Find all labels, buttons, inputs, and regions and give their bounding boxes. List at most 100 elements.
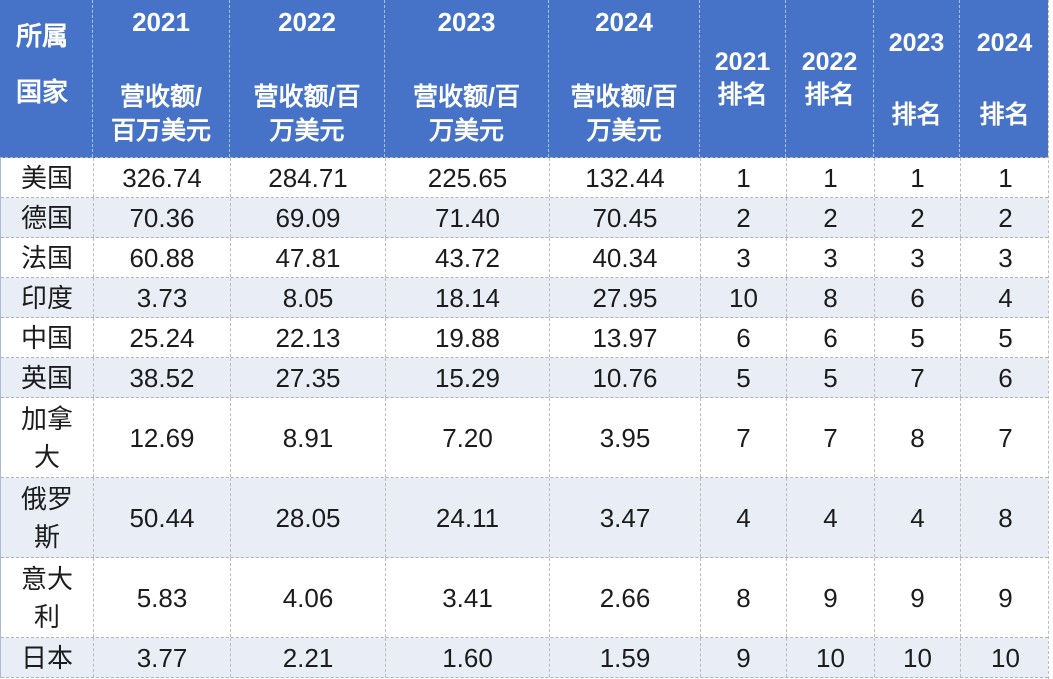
rank-cell: 9	[998, 582, 1013, 613]
header-rank-2024-label: 排名	[979, 100, 1030, 129]
header-rank-2022: 2022 排名	[786, 0, 874, 157]
rank-cell: 8	[875, 398, 961, 477]
rank-cell: 2	[787, 198, 875, 237]
revenue-cell: 38.52	[94, 358, 231, 397]
revenue-cell: 47.81	[231, 238, 386, 277]
rank-cell: 1	[787, 158, 875, 197]
revenue-cell: 8.05	[231, 278, 386, 317]
rank-cell: 7	[787, 398, 875, 477]
revenue-cell: 15.29	[386, 358, 550, 397]
rank-cell: 10	[991, 642, 1020, 673]
header-rank-2021-year: 2021	[714, 48, 771, 76]
revenue-cell: 70.36	[94, 198, 231, 237]
revenue-cell: 7.20	[386, 398, 550, 477]
table-row: 中国 25.24 22.13 19.88 13.97 6 6 5 5	[1, 318, 1048, 358]
rank-cell: 4	[875, 478, 961, 557]
revenue-cell: 13.97	[550, 318, 701, 357]
table-row: 加拿 大 12.69 8.91 7.20 3.95 7 7 8 7	[1, 398, 1048, 478]
revenue-cell: 3.77	[94, 638, 231, 677]
rank-cell: 10	[875, 638, 961, 677]
table-row: 印度 3.73 8.05 18.14 27.95 10 8 6 4	[1, 278, 1048, 318]
header-revenue-2024: 2024 营收额/百 万美元	[549, 0, 700, 157]
header-revenue-2024-year: 2024	[595, 7, 653, 37]
revenue-cell: 69.09	[231, 198, 386, 237]
header-rank-2024-year: 2024	[976, 28, 1033, 57]
rank-cell: 9	[701, 638, 787, 677]
revenue-cell: 3.47	[550, 478, 701, 557]
country-cell: 英国	[1, 358, 94, 397]
rank-cell: 1	[998, 162, 1013, 193]
rank-cell: 5	[787, 358, 875, 397]
revenue-cell: 22.13	[231, 318, 386, 357]
revenue-cell: 27.35	[231, 358, 386, 397]
header-rank-2024: 2024 排名	[960, 0, 1049, 157]
rank-cell: 7	[875, 358, 961, 397]
revenue-cell: 1.59	[550, 638, 701, 677]
country-cell: 意大 利	[1, 558, 94, 637]
revenue-cell: 18.14	[386, 278, 550, 317]
rank-cell: 2	[875, 198, 961, 237]
table-row: 意大 利 5.83 4.06 3.41 2.66 8 9 9 9	[1, 558, 1048, 638]
rank-cell: 9	[875, 558, 961, 637]
rank-cell: 6	[875, 278, 961, 317]
revenue-cell: 8.91	[231, 398, 386, 477]
header-revenue-2021: 2021 营收额/ 百万美元	[93, 0, 230, 157]
revenue-cell: 25.24	[94, 318, 231, 357]
rank-cell: 1	[701, 158, 787, 197]
header-revenue-2023-year: 2023	[437, 7, 496, 37]
rank-cell: 3	[875, 238, 961, 277]
rank-cell: 6	[998, 362, 1013, 393]
revenue-cell: 70.45	[550, 198, 701, 237]
revenue-cell: 326.74	[94, 158, 231, 197]
revenue-cell: 1.60	[386, 638, 550, 677]
table-row: 日本 3.77 2.21 1.60 1.59 9 10 10 10	[1, 638, 1048, 678]
header-revenue-2022-year: 2022	[278, 7, 336, 37]
country-cell: 俄罗 斯	[1, 478, 94, 557]
country-cell: 美国	[1, 158, 94, 197]
header-revenue-2022: 2022 营收额/百 万美元	[230, 0, 385, 157]
rank-cell: 4	[701, 478, 787, 557]
table-row: 英国 38.52 27.35 15.29 10.76 5 5 7 6	[1, 358, 1048, 398]
table-row: 法国 60.88 47.81 43.72 40.34 3 3 3 3	[1, 238, 1048, 278]
header-rank-2023: 2023 排名	[874, 0, 960, 157]
header-revenue-2024-unit: 营收额/百 万美元	[570, 83, 678, 145]
header-revenue-2021-year: 2021	[132, 7, 190, 37]
header-revenue-2023-unit: 营收额/百 万美元	[413, 83, 520, 145]
country-cell: 日本	[1, 638, 94, 677]
revenue-cell: 2.66	[550, 558, 701, 637]
revenue-cell: 24.11	[386, 478, 550, 557]
revenue-cell: 4.06	[231, 558, 386, 637]
header-country: 所属 国家	[0, 0, 93, 157]
revenue-cell: 27.95	[550, 278, 701, 317]
header-revenue-2021-unit: 营收额/ 百万美元	[110, 83, 211, 145]
country-cell: 法国	[1, 238, 94, 277]
revenue-cell: 60.88	[94, 238, 231, 277]
rank-cell: 7	[701, 398, 787, 477]
table-row: 美国 326.74 284.71 225.65 132.44 1 1 1 1	[1, 158, 1048, 198]
revenue-cell: 43.72	[386, 238, 550, 277]
table-row: 俄罗 斯 50.44 28.05 24.11 3.47 4 4 4 8	[1, 478, 1048, 558]
header-rank-2021: 2021 排名	[700, 0, 786, 157]
header-rank-2021-label: 排名	[717, 81, 768, 109]
country-cell: 中国	[1, 318, 94, 357]
header-revenue-2022-unit: 营收额/百 万美元	[253, 83, 361, 145]
revenue-cell: 3.73	[94, 278, 231, 317]
header-rank-2023-year: 2023	[888, 28, 945, 57]
header-rank-2022-label: 排名	[804, 81, 855, 109]
revenue-cell: 3.41	[386, 558, 550, 637]
rank-cell: 7	[998, 422, 1013, 453]
revenue-cell: 50.44	[94, 478, 231, 557]
rank-cell: 10	[701, 278, 787, 317]
revenue-cell: 225.65	[386, 158, 550, 197]
rank-cell: 8	[998, 502, 1013, 533]
rank-cell: 1	[875, 158, 961, 197]
header-rank-2023-label: 排名	[891, 100, 942, 129]
revenue-cell: 5.83	[94, 558, 231, 637]
country-cell: 加拿 大	[1, 398, 94, 477]
rank-cell: 8	[787, 278, 875, 317]
header-rank-2022-year: 2022	[801, 48, 858, 76]
revenue-cell: 12.69	[94, 398, 231, 477]
revenue-cell: 284.71	[231, 158, 386, 197]
rank-cell: 8	[701, 558, 787, 637]
